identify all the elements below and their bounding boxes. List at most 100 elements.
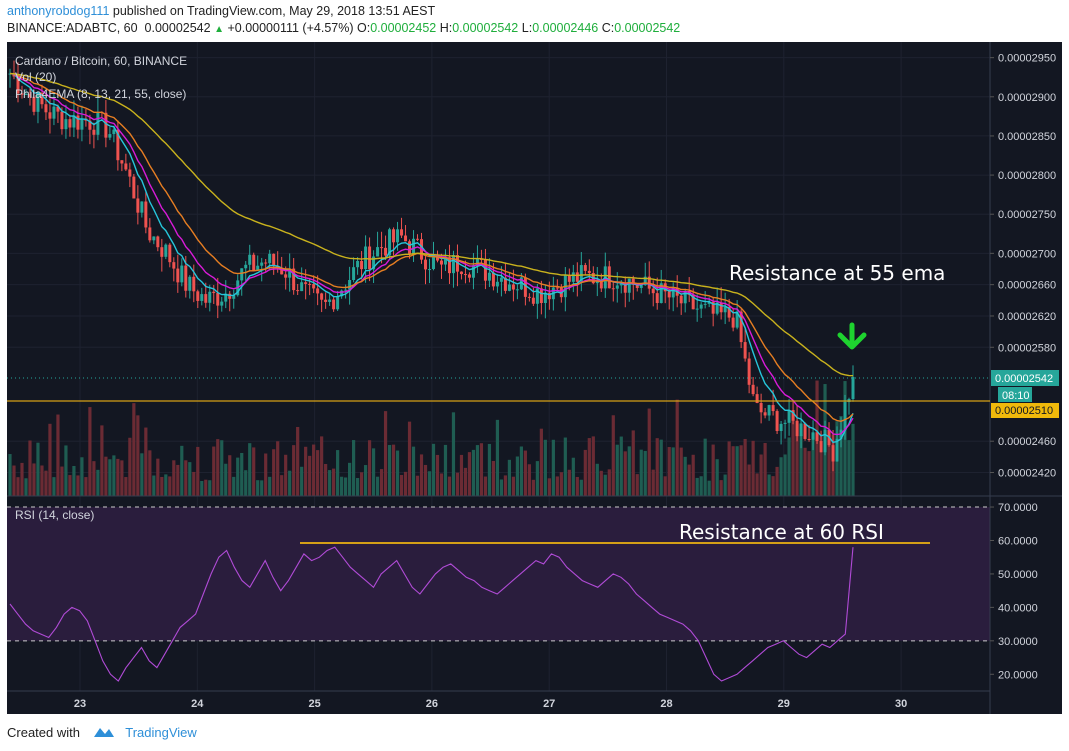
timer-text: 08:10 xyxy=(1002,390,1030,402)
volume-bar xyxy=(188,462,192,496)
volume-bar xyxy=(647,408,651,496)
candle-body xyxy=(96,112,100,135)
candle-body xyxy=(747,358,751,385)
candle-body xyxy=(72,115,76,128)
volume-bar xyxy=(471,449,476,496)
volume-bar xyxy=(112,455,116,496)
candle-body xyxy=(384,247,388,256)
candle-body xyxy=(48,112,52,119)
candle-body xyxy=(220,301,224,306)
x-tick-label: 25 xyxy=(308,698,320,710)
volume-bar xyxy=(68,475,72,496)
candle-body xyxy=(575,272,579,282)
volume-bar xyxy=(699,476,703,496)
volume-bar xyxy=(851,423,855,496)
candle-body xyxy=(579,265,583,282)
volume-bar xyxy=(795,424,799,496)
volume-bar xyxy=(236,457,240,496)
rsi-legend: RSI (14, close) xyxy=(15,508,94,522)
rsi-tick-label: 20.0000 xyxy=(998,669,1038,681)
volume-bar xyxy=(811,433,815,496)
candle-body xyxy=(543,292,547,303)
candle-body xyxy=(216,293,220,306)
candle-body xyxy=(328,299,332,302)
y-tick-label: 0.00002660 xyxy=(998,280,1056,292)
rsi-tick-label: 70.0000 xyxy=(998,502,1038,514)
candle-body xyxy=(467,274,471,278)
rsi-band xyxy=(7,507,990,641)
volume-bar xyxy=(455,472,460,496)
volume-bar xyxy=(304,446,308,496)
volume-bar xyxy=(280,475,284,496)
volume-bar xyxy=(216,439,220,496)
x-tick-label: 29 xyxy=(778,698,790,710)
volume-bar xyxy=(220,440,224,496)
volume-bar xyxy=(375,476,380,496)
volume-bar xyxy=(76,475,80,496)
volume-bar xyxy=(200,480,204,496)
author-link[interactable]: anthonyrobdog111 xyxy=(7,4,110,18)
volume-bar xyxy=(355,478,360,496)
candle-body xyxy=(695,308,699,310)
timer-tag xyxy=(998,387,1032,402)
candle-body xyxy=(160,247,164,257)
candle-body xyxy=(511,284,515,290)
tradingview-link[interactable]: TradingView xyxy=(125,725,197,740)
close-label: C: xyxy=(601,21,615,35)
volume-bar xyxy=(559,472,563,496)
candle-body xyxy=(88,120,92,130)
candle-body xyxy=(607,266,611,289)
volume-bar xyxy=(591,436,595,496)
volume-bar xyxy=(132,403,136,496)
candle-body xyxy=(507,284,511,291)
y-tick-label: 0.00002950 xyxy=(998,53,1056,65)
volume-bar xyxy=(64,445,68,496)
candle-body xyxy=(679,295,683,304)
candle-body xyxy=(176,268,180,283)
volume-bar xyxy=(256,480,260,496)
volume-bar xyxy=(36,442,40,496)
volume-bar xyxy=(707,480,711,496)
candle-body xyxy=(104,112,108,138)
ema-resistance-annotation: Resistance at 55 ema xyxy=(729,261,945,285)
publish-info: anthonyrobdog111 published on TradingVie… xyxy=(7,4,435,18)
candle-body xyxy=(416,238,420,240)
volume-bar xyxy=(799,434,803,496)
volume-bar xyxy=(140,453,144,496)
volume-bar xyxy=(136,415,140,496)
candle-body xyxy=(260,262,264,266)
candle-body xyxy=(615,285,619,289)
volume-bar xyxy=(439,473,444,496)
candle-body xyxy=(815,432,819,442)
volume-bar xyxy=(623,451,627,496)
volume-bar xyxy=(431,443,436,496)
candle-body xyxy=(68,119,72,128)
candle-body xyxy=(451,255,455,274)
candle-body xyxy=(400,229,404,236)
volume-bar xyxy=(116,458,120,496)
volume-bar xyxy=(763,443,767,496)
volume-bar xyxy=(347,462,352,496)
y-tick-label: 0.00002460 xyxy=(998,436,1056,448)
candle-body xyxy=(60,111,64,130)
volume-bar xyxy=(467,452,472,496)
candle-body xyxy=(639,285,643,288)
volume-bar xyxy=(312,444,316,496)
candle-body xyxy=(783,422,787,424)
volume-bar xyxy=(264,453,268,496)
candle-body xyxy=(571,272,575,282)
candle-body xyxy=(192,276,196,292)
candle-body xyxy=(116,129,120,161)
candle-body xyxy=(823,429,827,453)
volume-bar xyxy=(627,446,631,496)
candle-body xyxy=(256,265,260,271)
volume-bar xyxy=(603,474,607,496)
volume-bar xyxy=(491,460,496,496)
candle-body xyxy=(599,280,603,289)
volume-bar xyxy=(28,440,32,496)
candle-body xyxy=(148,227,152,241)
candle-body xyxy=(324,299,328,302)
candle-body xyxy=(707,301,711,304)
volume-bar xyxy=(44,470,48,496)
